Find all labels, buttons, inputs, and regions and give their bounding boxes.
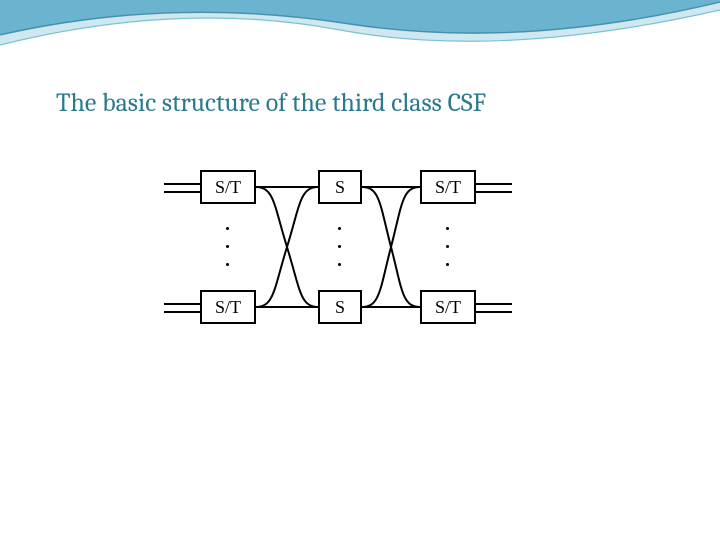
ellipsis-dot — [338, 227, 341, 230]
ellipsis-dot — [446, 227, 449, 230]
ellipsis-dot — [338, 263, 341, 266]
ellipsis-dot — [338, 245, 341, 248]
ellipsis-dot — [226, 245, 229, 248]
ellipsis-dot — [446, 263, 449, 266]
csf-diagram: S/TSS/TS/TSS/T — [160, 160, 560, 370]
ellipsis-dot — [226, 263, 229, 266]
ellipsis-dot — [446, 245, 449, 248]
page-title: The basic structure of the third class C… — [56, 88, 486, 118]
decorative-wave — [0, 0, 720, 90]
ellipsis-dot — [226, 227, 229, 230]
cross-connect-1 — [160, 160, 560, 370]
